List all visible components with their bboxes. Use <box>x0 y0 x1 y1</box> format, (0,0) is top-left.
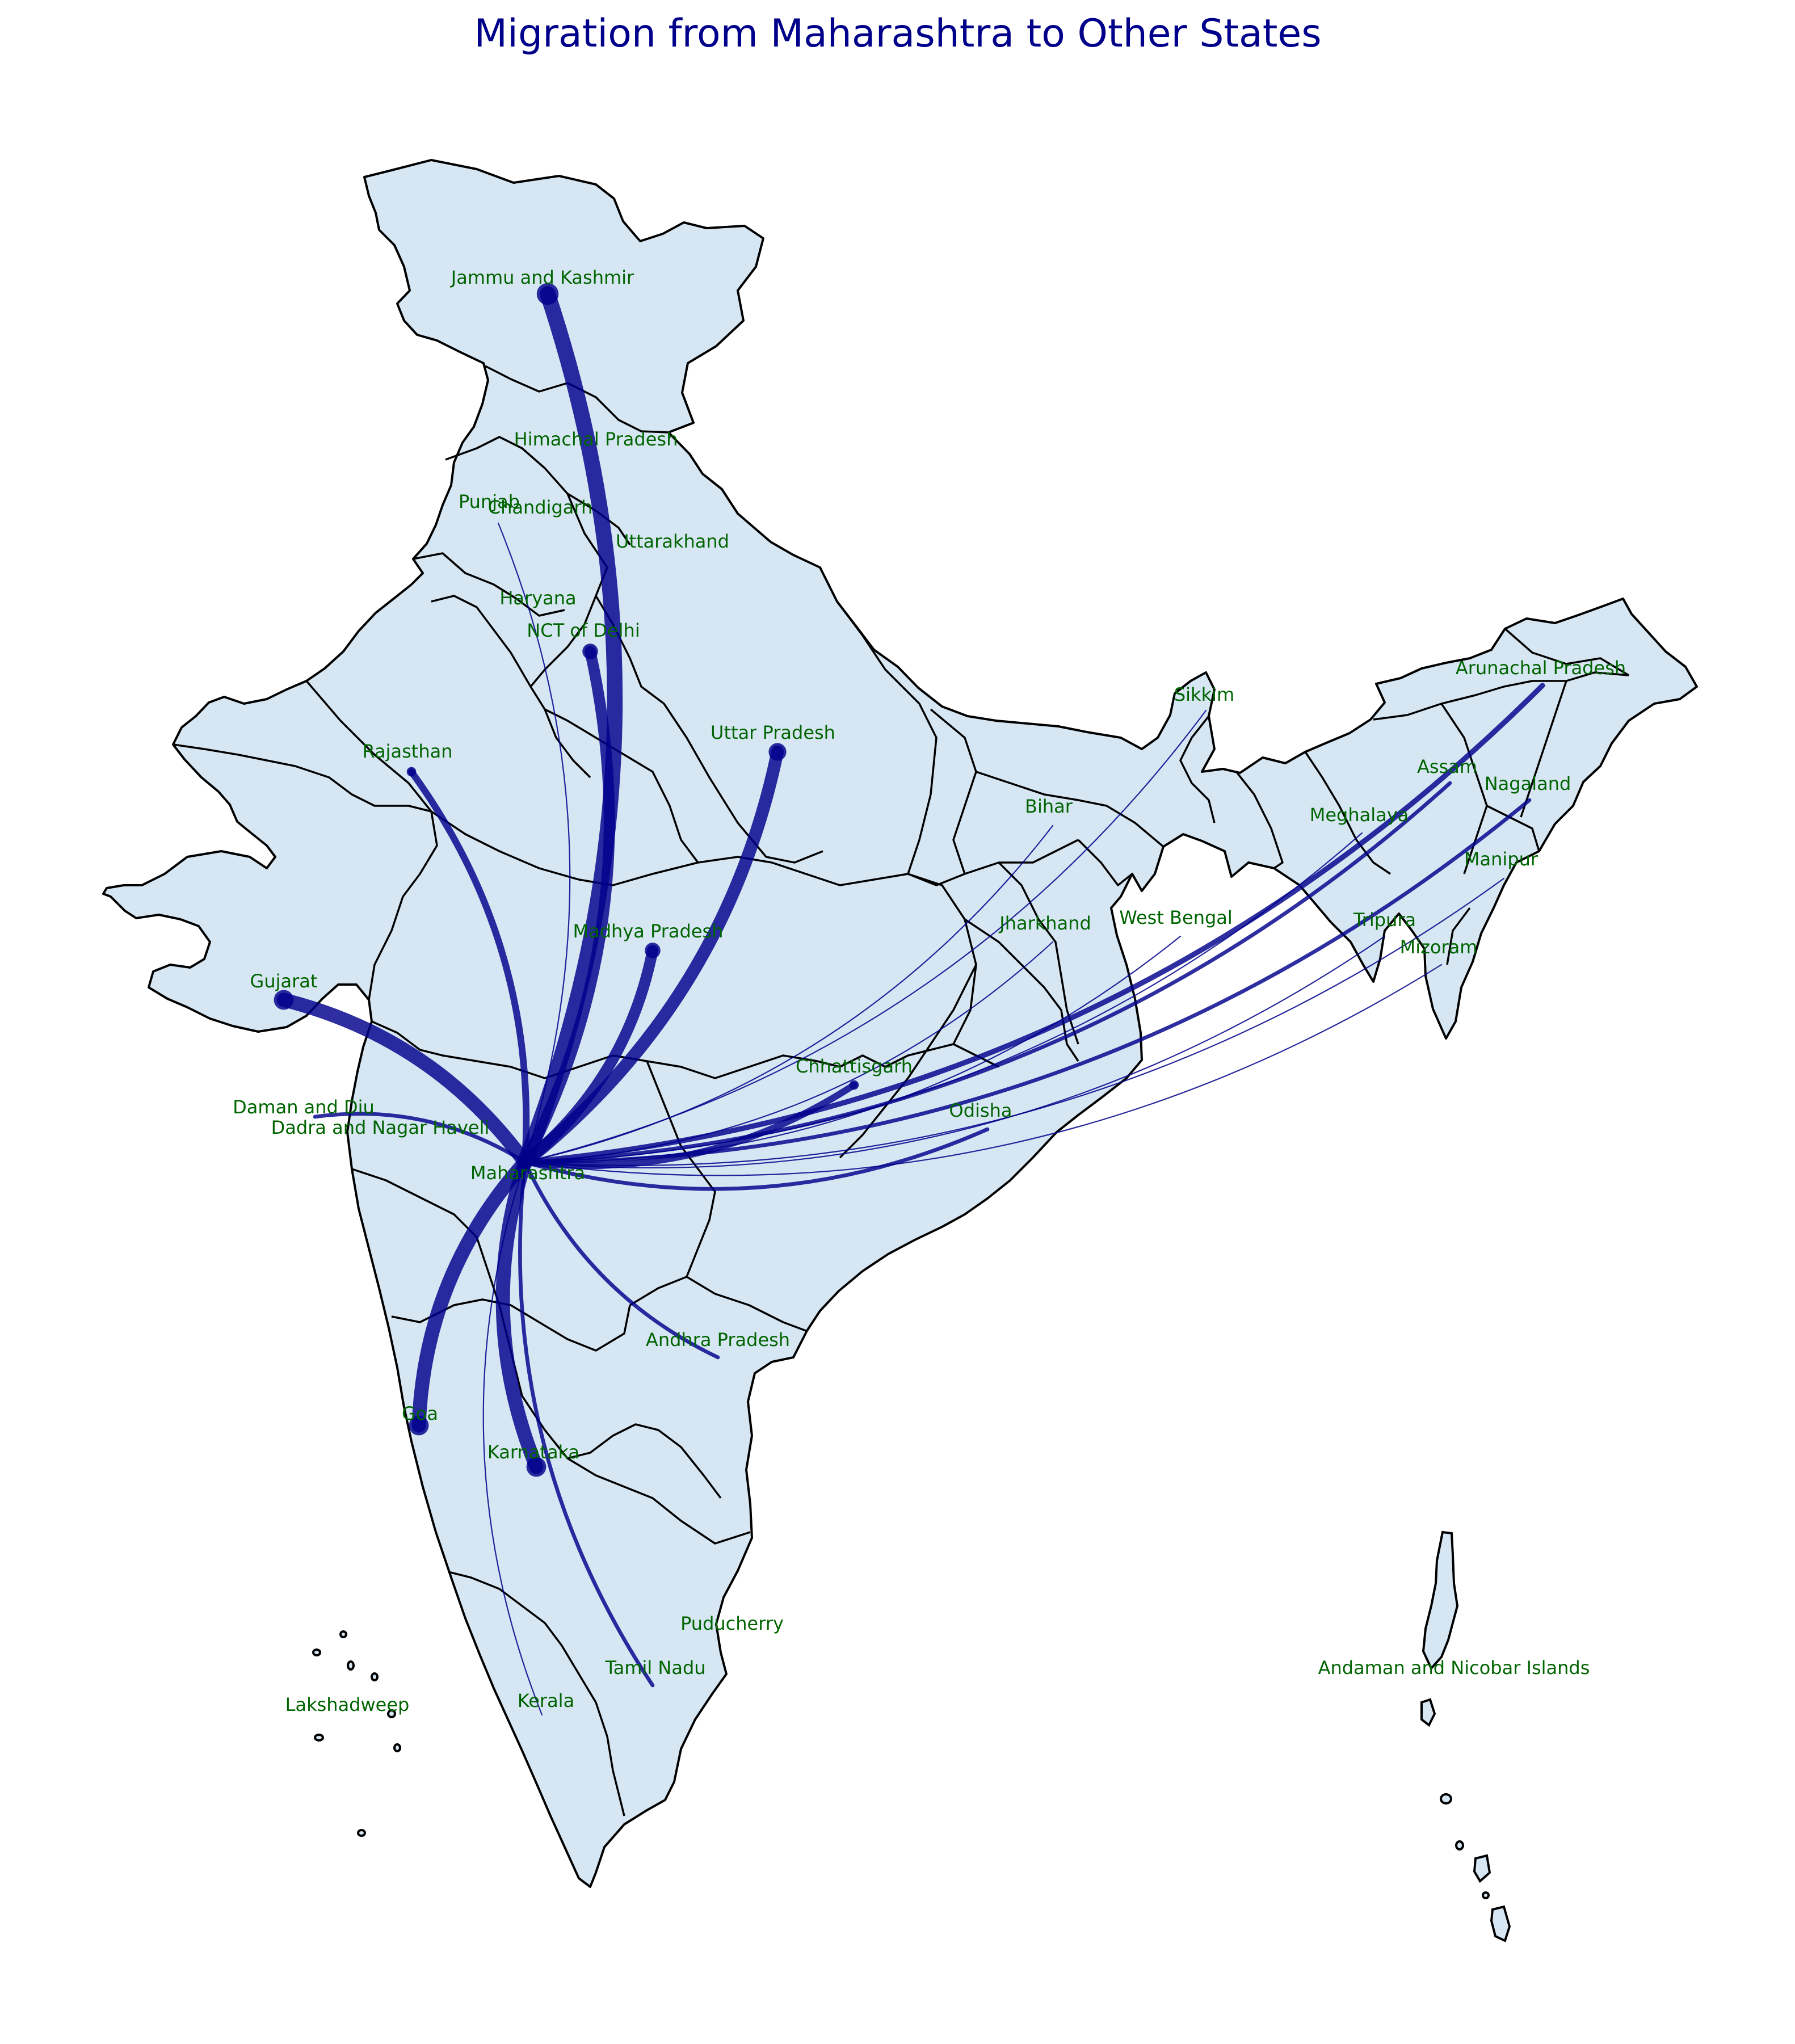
lakshadweep-islet <box>314 1734 324 1742</box>
state-label-uttar-pradesh: Uttar Pradesh <box>711 722 835 743</box>
state-label-sikkim: Sikkim <box>1174 684 1234 705</box>
nicobar-islet <box>1473 1854 1491 1883</box>
state-label-andhra-pradesh: Andhra Pradesh <box>646 1329 790 1351</box>
lakshadweep-islet <box>312 1648 321 1656</box>
state-label-bihar: Bihar <box>1025 796 1073 817</box>
state-label-uttarakhand: Uttarakhand <box>616 531 729 552</box>
flow-line-odisha <box>523 1127 990 1191</box>
state-label-punjab: Punjab <box>459 491 520 512</box>
state-label-maharashtra: Maharashtra <box>470 1162 585 1184</box>
great-nicobar <box>1490 1905 1511 1942</box>
state-label-nagaland: Nagaland <box>1485 773 1571 794</box>
flow-endpoint-madhya-pradesh <box>645 943 661 958</box>
flow-endpoint-rajasthan <box>406 767 417 777</box>
state-label-arunachal-pradesh: Arunachal Pradesh <box>1456 657 1626 679</box>
state-label-tamil-nadu: Tamil Nadu <box>604 1657 705 1679</box>
state-label-daman-and-diu: Daman and Diu <box>233 1096 375 1118</box>
lakshadweep-islet <box>393 1743 401 1752</box>
state-label-chandigarh: Chandigarh <box>488 497 593 518</box>
flow-line-assam <box>523 781 1452 1164</box>
lakshadweep-islet <box>339 1630 347 1638</box>
state-label-west-bengal: West Bengal <box>1119 907 1233 928</box>
flow-line-tamil-nadu <box>518 1160 655 1688</box>
state-label-odisha: Odisha <box>949 1100 1012 1121</box>
state-label-andaman-and-nicobar-islands: Andaman and Nicobar Islands <box>1318 1657 1590 1679</box>
andaman-islands <box>1422 1530 1459 1671</box>
flow-line-arunachal-pradesh <box>522 683 1545 1165</box>
flow-line-manipur <box>524 877 1505 1166</box>
flow-line-uttar-pradesh <box>518 745 784 1169</box>
state-label-mizoram: Mizoram <box>1400 936 1478 958</box>
state-label-manipur: Manipur <box>1464 848 1538 870</box>
flow-line-sikkim <box>524 709 1207 1163</box>
state-label-gujarat: Gujarat <box>250 970 318 992</box>
state-label-assam: Assam <box>1417 756 1477 777</box>
flow-endpoint-chhattisgarh <box>849 1080 859 1090</box>
island-groups <box>312 1530 1511 1942</box>
flow-line-punjab <box>497 522 571 1163</box>
andaman-islet <box>1420 1698 1436 1727</box>
flow-line-jammu-and-kashmir <box>517 286 623 1170</box>
flow-endpoint-gujarat <box>274 990 294 1010</box>
state-label-meghalaya: Meghalaya <box>1310 804 1409 826</box>
flow-endpoint-goa <box>409 1415 429 1436</box>
flow-endpoint-karnataka <box>526 1457 547 1477</box>
india-mainland <box>102 159 1698 1888</box>
state-label-haryana: Haryana <box>499 587 576 609</box>
lakshadweep-islet <box>371 1672 379 1681</box>
state-label-jharkhand: Jharkhand <box>998 912 1091 934</box>
migration-flows <box>274 283 1545 1716</box>
state-label-goa: Goa <box>402 1403 438 1424</box>
map-title: Migration from Maharashtra to Other Stat… <box>474 11 1321 56</box>
state-label-dadra-and-nagar-haveli: Dadra and Nagar Haveli <box>271 1117 490 1138</box>
flow-line-daman-and-diu <box>313 1112 527 1164</box>
state-labels: Maharashtra Jammu and Kashmir Himachal Pra… <box>233 267 1626 1715</box>
flow-endpoint-uttar-pradesh <box>768 743 787 761</box>
lakshadweep-islet <box>357 1829 366 1837</box>
flow-line-goa <box>411 1155 532 1433</box>
state-label-jammu-and-kashmir: Jammu and Kashmir <box>450 267 634 288</box>
state-label-rajasthan: Rajasthan <box>362 741 452 762</box>
flow-line-mizoram <box>524 964 1443 1176</box>
state-label-chhattisgarh: Chhattisgarh <box>796 1055 913 1077</box>
flow-line-rajasthan <box>408 768 530 1166</box>
state-label-kerala: Kerala <box>518 1690 574 1711</box>
lakshadweep-islet <box>347 1660 355 1671</box>
lakshadweep-islet <box>387 1709 396 1718</box>
flow-line-tripura <box>524 935 1386 1168</box>
state-label-nct-of-delhi: NCT of Delhi <box>527 620 640 641</box>
state-label-puducherry: Puducherry <box>680 1613 784 1634</box>
nicobar-islet <box>1482 1891 1490 1899</box>
flow-endpoint-jammu-and-kashmir <box>536 283 559 305</box>
nicobar-islet <box>1455 1840 1464 1850</box>
flow-endpoint-nct-of-delhi <box>582 644 598 659</box>
state-label-madhya-pradesh: Madhya Pradesh <box>573 920 724 942</box>
nicobar-islet <box>1440 1793 1452 1805</box>
flow-line-karnataka <box>495 1155 544 1474</box>
state-label-tripura: Tripura <box>1353 909 1416 931</box>
flow-line-andhra-pradesh <box>523 1160 720 1360</box>
state-label-karnataka: Karnataka <box>487 1441 579 1463</box>
state-label-lakshadweep: Lakshadweep <box>285 1694 410 1715</box>
flow-line-chhattisgarh <box>522 1082 857 1170</box>
state-label-himachal-pradesh: Himachal Pradesh <box>514 428 678 450</box>
flow-line-bihar <box>524 825 1054 1163</box>
flow-line-gujarat <box>276 992 532 1170</box>
